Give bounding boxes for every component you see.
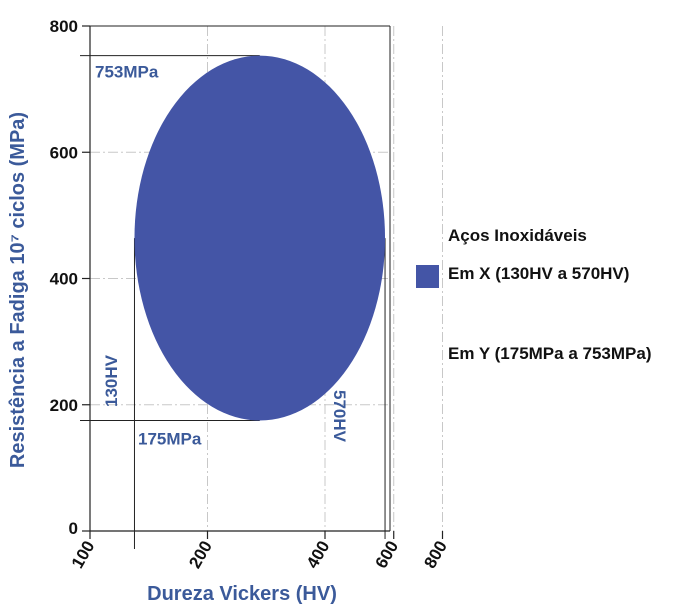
guide-lines <box>80 55 386 549</box>
annotation-x-min: 130HV <box>102 354 121 407</box>
x-tick-labels: 100 200 400 600 800 <box>68 538 451 572</box>
x-axis-title: Dureza Vickers (HV) <box>147 583 337 605</box>
annotation-x-max: 570HV <box>330 390 349 443</box>
data-region-ellipse <box>134 55 386 421</box>
legend-label-y: Em Y (175MPa a 753MPa) <box>448 344 652 363</box>
x-tick-label: 400 <box>303 538 334 572</box>
annotation-y-max: 753MPa <box>95 63 159 82</box>
y-tick-label: 400 <box>50 270 78 289</box>
annotation-y-min: 175MPa <box>138 430 202 449</box>
legend-label-x: Em X (130HV a 570HV) <box>448 264 630 283</box>
x-tick-label: 600 <box>372 538 403 572</box>
y-tick-label: 0 <box>69 519 78 538</box>
axes <box>82 25 444 539</box>
legend-swatch <box>416 265 439 288</box>
y-tick-label: 800 <box>50 17 78 36</box>
y-tick-labels: 0 200 400 600 800 <box>50 17 78 538</box>
y-tick-label: 600 <box>50 143 78 162</box>
y-axis-title: Resistência a Fadiga 10⁷ ciclos (MPa) <box>7 112 29 468</box>
y-tick-label: 200 <box>50 396 78 415</box>
x-tick-label: 200 <box>185 538 216 572</box>
legend-title: Aços Inoxidáveis <box>448 226 587 245</box>
x-tick-label: 100 <box>68 538 99 572</box>
x-tick-label: 800 <box>420 538 451 572</box>
